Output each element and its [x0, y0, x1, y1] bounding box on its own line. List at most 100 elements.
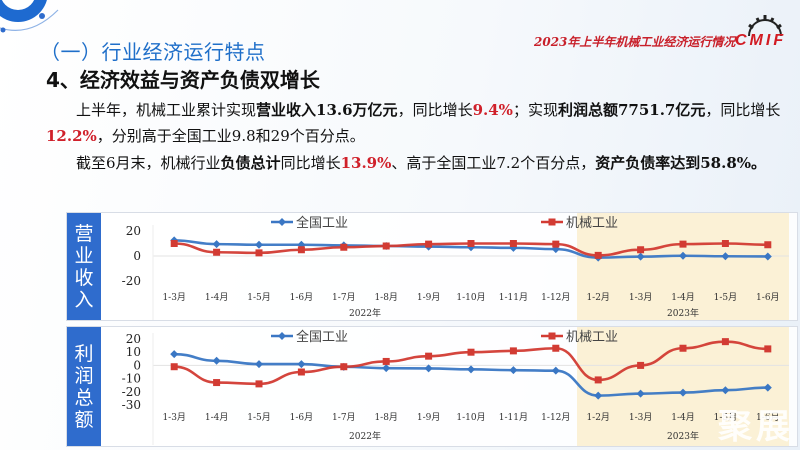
x-tick-label: 1-11月 — [499, 412, 528, 423]
y-tick-label: -30 — [122, 398, 141, 412]
square-marker-icon — [425, 240, 433, 248]
y-tick-label: 20 — [126, 332, 141, 346]
x-tick-label: 1-6月 — [756, 412, 780, 423]
x-tick-label: 1-5月 — [714, 292, 738, 303]
watermark: 聚展 — [718, 407, 794, 447]
x-tick-label: 1-2月 — [586, 292, 610, 303]
square-marker-icon — [764, 345, 772, 353]
diamond-marker-icon — [212, 356, 221, 365]
text-run: 截至6月末，机械行业 — [76, 154, 221, 172]
year-group-label: 2022年 — [349, 307, 381, 319]
revenue-side-label: 营业收入 — [67, 213, 101, 320]
gear-decoration-icon — [0, 0, 59, 33]
legend-label: 机械工业 — [566, 216, 618, 231]
x-tick-label: 1-12月 — [541, 412, 570, 423]
square-marker-icon — [552, 344, 560, 352]
x-tick-label: 1-4月 — [205, 292, 229, 303]
text-run: 上半年，机械工业累计实现 — [76, 101, 257, 119]
x-tick-label: 1-3月 — [162, 412, 186, 423]
section-title: （一）行业经济运行特点 — [40, 40, 266, 64]
diamond-marker-icon — [509, 366, 518, 375]
square-marker-icon — [721, 240, 729, 247]
legend-diamond-icon — [278, 218, 286, 226]
x-tick-label: 1-8月 — [374, 292, 398, 303]
diamond-marker-icon — [636, 389, 645, 398]
square-marker-icon — [382, 357, 390, 365]
x-tick-label: 1-9月 — [417, 412, 441, 423]
diamond-marker-icon — [679, 251, 687, 260]
x-tick-label: 1-4月 — [671, 292, 695, 303]
text-run: 同比增长 — [280, 154, 341, 172]
x-tick-label: 1-4月 — [671, 412, 695, 423]
square-marker-icon — [594, 251, 602, 259]
square-marker-icon — [425, 352, 433, 360]
x-tick-label: 1-5月 — [714, 412, 738, 423]
y-tick-label: -10 — [122, 372, 141, 386]
legend-diamond-icon — [278, 332, 286, 340]
year-group-label: 2023年 — [667, 307, 699, 319]
year-group-label: 2023年 — [667, 430, 699, 442]
square-marker-icon — [637, 246, 645, 254]
diamond-marker-icon — [636, 252, 645, 261]
square-marker-icon — [679, 240, 687, 248]
legend-label: 全国工业 — [296, 215, 348, 231]
y-tick-label: 0 — [133, 358, 141, 372]
logo-text: CMIF — [735, 32, 787, 49]
square-marker-icon — [297, 246, 305, 254]
highlight-figure: 9.4% — [472, 101, 513, 119]
y-tick-label: 20 — [126, 224, 141, 238]
diamond-marker-icon — [763, 252, 772, 261]
diamond-marker-icon — [594, 391, 603, 400]
legend-square-icon — [548, 332, 556, 340]
x-tick-label: 1-12月 — [541, 292, 570, 303]
x-tick-label: 1-8月 — [374, 412, 398, 423]
text-run: 负债总计 — [220, 154, 281, 172]
diamond-marker-icon — [679, 388, 687, 397]
highlight-2023-band — [577, 213, 789, 320]
x-tick-label: 1-3月 — [162, 292, 186, 303]
square-marker-icon — [340, 363, 348, 371]
profit-chart: 利润总额 20 10 0 -10 -20 -30 1-3月 1-4月 1-5月 1-6月 1-7月 1… — [66, 326, 798, 447]
text-run: ，同比增长 — [397, 101, 473, 119]
square-marker-icon — [552, 240, 560, 248]
text-run: ，同比增长 — [705, 101, 781, 119]
diamond-marker-icon — [424, 364, 433, 373]
square-marker-icon — [679, 344, 687, 352]
square-marker-icon — [340, 243, 348, 251]
y-tick-label: 0 — [133, 249, 141, 263]
revenue-line-chart: 20 0 -20 1-3月 1-4月 1-5月 1-6月 1-7月 1-8月 1-9月 1-10月 1… — [122, 213, 789, 320]
text-run: ；实现 — [512, 101, 558, 119]
x-tick-label: 1-10月 — [456, 412, 485, 423]
text-run: ，分别高于全国工业9.8和29个百分点。 — [96, 127, 365, 145]
diamond-marker-icon — [255, 240, 263, 249]
diamond-marker-icon — [721, 252, 730, 261]
text-run: 利润总额7751.7亿元 — [557, 101, 706, 119]
square-marker-icon — [382, 242, 390, 250]
x-tick-label: 1-3月 — [629, 292, 653, 303]
diamond-marker-icon — [170, 350, 179, 359]
year-group-label: 2022年 — [349, 430, 381, 442]
y-tick-label: 10 — [126, 345, 141, 359]
x-tick-label: 1-7月 — [332, 412, 356, 423]
square-marker-icon — [213, 379, 221, 387]
x-tick-label: 1-7月 — [332, 292, 356, 303]
legend-label: 机械工业 — [566, 330, 618, 345]
square-marker-icon — [467, 348, 475, 356]
diamond-marker-icon — [763, 383, 772, 392]
x-tick-label: 1-6月 — [290, 412, 314, 423]
text-run: 、高于全国工业7.2个百分点， — [391, 154, 596, 172]
square-marker-icon — [255, 380, 263, 388]
x-tick-label: 1-2月 — [586, 412, 610, 423]
x-tick-label: 1-4月 — [205, 412, 229, 423]
paragraph-revenue-profit: 上半年，机械工业累计实现营业收入13.6万亿元，同比增长9.4%；实现利润总额7… — [46, 97, 786, 149]
square-marker-icon — [467, 240, 475, 247]
highlight-figure: 13.9% — [340, 154, 392, 172]
diamond-marker-icon — [551, 366, 560, 375]
x-tick-label: 1-11月 — [499, 292, 528, 303]
square-marker-icon — [637, 361, 645, 369]
square-marker-icon — [509, 240, 517, 247]
legend-square-icon — [548, 218, 556, 226]
diamond-marker-icon — [382, 364, 391, 373]
x-tick-label: 1-3月 — [629, 412, 653, 423]
